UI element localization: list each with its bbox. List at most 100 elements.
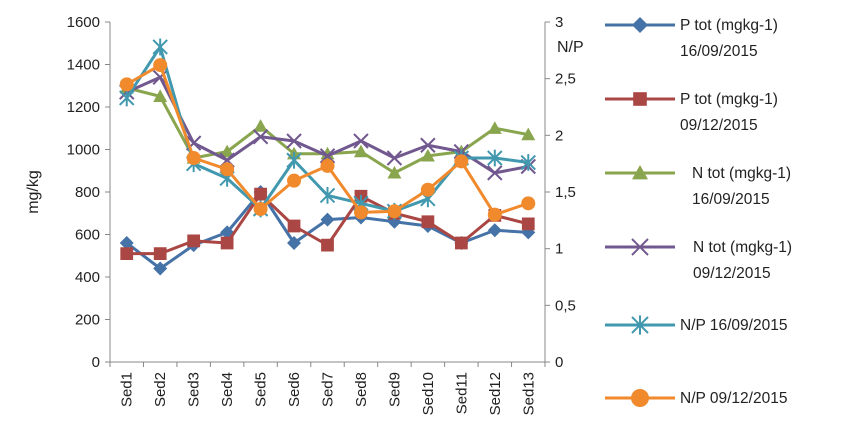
x-tick-label: Sed9	[386, 372, 403, 407]
left-tick-label: 400	[75, 269, 100, 286]
x-tick-label: Sed11	[453, 372, 470, 414]
data-point	[386, 150, 403, 166]
legend-marker	[631, 238, 649, 256]
data-point	[252, 129, 269, 145]
data-point	[421, 215, 435, 229]
legend-marker	[631, 389, 649, 407]
legend-label: 09/12/2015	[693, 265, 771, 282]
data-point	[153, 58, 168, 73]
data-point	[487, 223, 502, 238]
x-tick-label: Sed10	[420, 372, 437, 415]
data-point	[387, 204, 402, 219]
data-point	[487, 149, 503, 167]
data-point	[287, 236, 302, 250]
legend-item-2: P tot (mgkg-1) 09/12/2015	[605, 91, 778, 134]
legend-label: P tot (mgkg-1)	[680, 91, 778, 108]
x-tick-label: Sed8	[353, 372, 370, 407]
y-left-axis-title: mg/kg	[25, 170, 42, 214]
legend-marker	[632, 165, 648, 180]
data-point	[521, 127, 536, 141]
legend-item-3: N tot (mgkg-1) 16/09/2015	[605, 165, 791, 208]
right-tick-label: 0,5	[555, 297, 576, 314]
legend-item-1: P tot (mgkg-1) 16/09/2015	[605, 17, 778, 60]
data-point	[521, 217, 535, 231]
left-tick-label: 1600	[67, 14, 100, 31]
data-point	[287, 219, 301, 233]
data-point	[319, 187, 336, 204]
data-point	[286, 133, 302, 149]
data-point	[254, 187, 267, 201]
x-tick-label: Sed2	[152, 372, 169, 407]
data-point	[420, 182, 435, 197]
left-tick-label: 800	[75, 184, 100, 201]
data-point	[353, 144, 368, 158]
y-right-axis-title: N/P	[557, 39, 584, 56]
legend-marker	[632, 17, 648, 33]
legend-label: 16/09/2015	[692, 191, 770, 208]
x-tick-label: Sed4	[219, 372, 236, 407]
right-tick-label: 3	[555, 14, 563, 31]
right-tick-label: 1,5	[555, 184, 576, 201]
x-tick-label: Sed7	[320, 372, 337, 407]
left-tick-label: 0	[92, 354, 100, 371]
data-point	[353, 205, 368, 220]
data-point	[487, 207, 502, 222]
legend-label: P tot (mgkg-1)	[680, 17, 778, 34]
legend-label: 09/12/2015	[680, 117, 758, 134]
data-point	[320, 146, 335, 160]
data-point	[321, 238, 334, 252]
legend-item-4: N tot (mgkg-1) 09/12/2015	[605, 238, 792, 282]
data-point	[420, 148, 435, 162]
axes: 0 200 400 600 800 1000 1200 1400 1600 0 0,5 1 1,5 2 2,…	[25, 14, 584, 415]
right-tick-label: 1	[555, 241, 563, 258]
legend: P tot (mgkg-1) 16/09/2015 P tot (mgkg-1) 09…	[605, 17, 792, 407]
data-point	[454, 236, 468, 250]
data-point	[353, 133, 369, 149]
data-point	[287, 173, 302, 188]
legend-label: N tot (mgkg-1)	[692, 165, 791, 182]
data-point	[153, 261, 168, 276]
data-point	[253, 202, 268, 216]
data-point	[487, 121, 502, 134]
x-tick-label: Sed1	[119, 372, 136, 407]
data-point	[286, 151, 302, 169]
data-point	[320, 158, 335, 173]
x-tick-label: Sed6	[286, 372, 303, 407]
legend-marker	[631, 315, 649, 335]
legend-label: 16/09/2015	[680, 43, 758, 60]
legend-label: N/P 09/12/2015	[680, 390, 787, 407]
legend-marker	[633, 92, 647, 106]
legend-label: N tot (mgkg-1)	[693, 239, 792, 256]
left-tick-label: 1200	[67, 99, 100, 116]
data-point	[119, 89, 135, 107]
left-tick-label: 1400	[67, 57, 100, 74]
data-point	[320, 212, 335, 227]
data-point	[120, 247, 134, 260]
left-tick-label: 600	[75, 227, 100, 244]
data-point	[521, 196, 536, 211]
right-tick-label: 2	[555, 127, 563, 144]
x-tick-label: Sed13	[520, 372, 537, 415]
x-tick-label: Sed3	[186, 372, 203, 407]
left-tick-label: 200	[75, 312, 100, 329]
x-tick-label: Sed12	[487, 372, 504, 415]
data-point	[153, 89, 168, 102]
data-point	[387, 165, 402, 179]
data-point	[420, 137, 436, 153]
right-tick-label: 0	[555, 354, 563, 371]
data-point	[520, 154, 536, 171]
data-point	[153, 247, 167, 260]
series-layer	[119, 38, 536, 276]
data-point	[220, 236, 234, 250]
right-tick-label: 2,5	[555, 71, 576, 88]
data-point	[319, 148, 336, 164]
legend-label: N/P 16/09/2015	[680, 317, 787, 334]
legend-item-6: N/P 09/12/2015	[605, 389, 787, 407]
data-point	[220, 162, 235, 177]
data-point	[220, 144, 235, 158]
legend-item-5: N/P 16/09/2015	[605, 315, 787, 335]
data-point	[119, 77, 134, 92]
data-point	[152, 38, 168, 56]
data-point	[487, 165, 503, 181]
